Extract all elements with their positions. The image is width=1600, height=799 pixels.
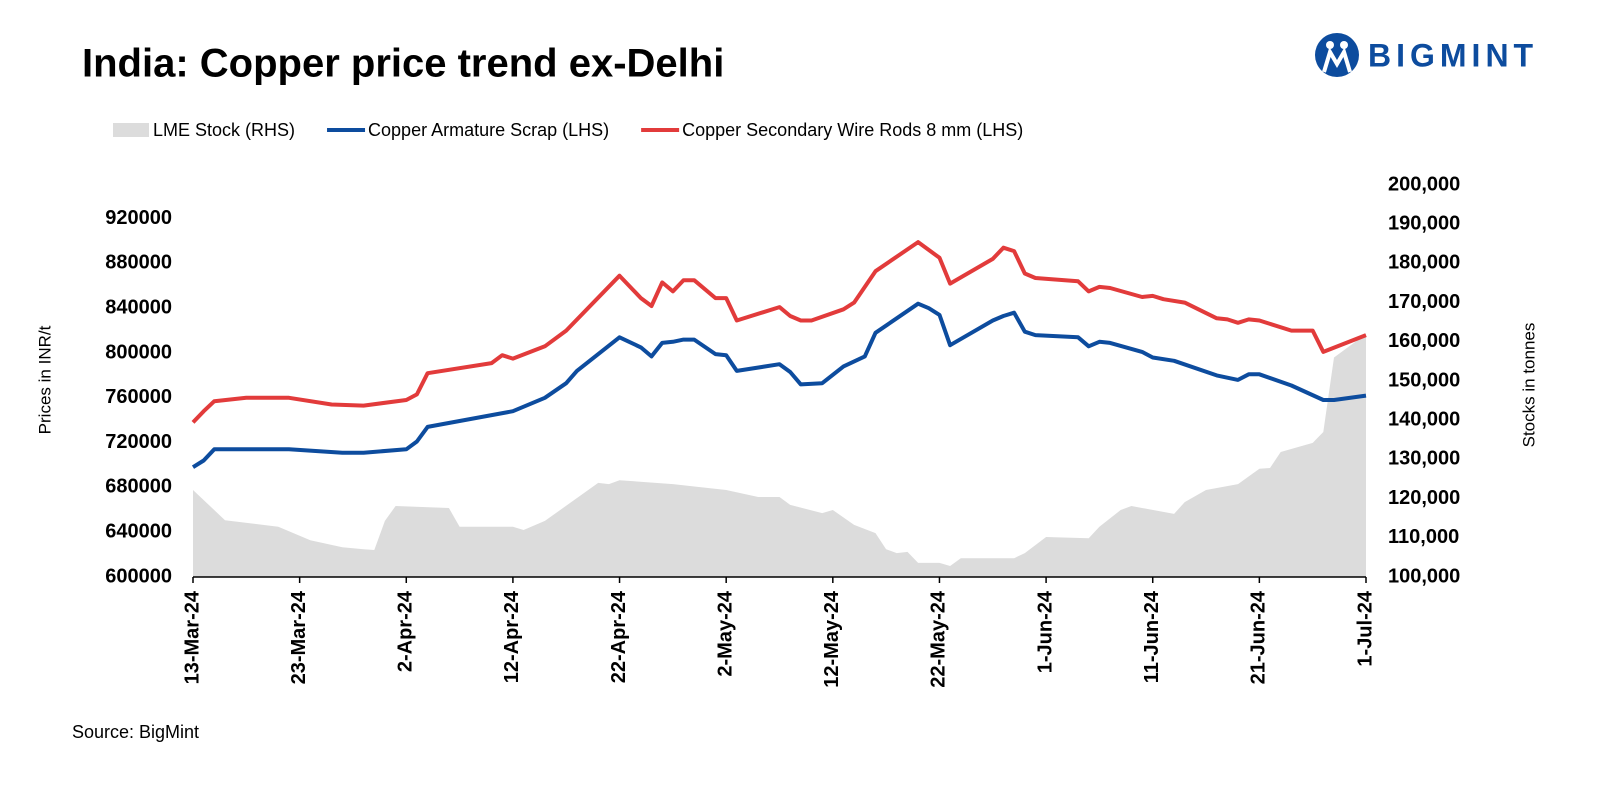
x-tick-label: 12-May-24 [821,590,843,688]
x-tick-label: 12-Apr-24 [501,590,523,683]
y2-tick-label: 130,000 [1388,448,1460,470]
x-tick-label: 2-Apr-24 [395,590,417,672]
y2-tick-label: 200,000 [1388,173,1460,195]
y-tick-label: 640000 [105,520,172,542]
y-tick-label: 880000 [105,252,172,274]
y-tick-label: 920000 [105,207,172,229]
y-tick-label: 800000 [105,341,172,363]
y2-tick-label: 190,000 [1388,212,1460,234]
y2-tick-label: 120,000 [1388,487,1460,509]
logo-icon-dot [1340,41,1348,49]
y2-tick-label: 110,000 [1388,526,1459,548]
logo-icon [1315,33,1359,77]
y2-tick-label: 180,000 [1388,252,1460,274]
x-tick-label: 22-May-24 [928,590,950,688]
y-tick-label: 600000 [105,565,172,587]
chart-title: India: Copper price trend ex-Delhi [82,42,724,86]
y-tick-label: 760000 [105,386,172,408]
logo-icon-mark [1322,47,1352,73]
legend: LME Stock (RHS) Copper Armature Scrap (LH… [113,120,1023,140]
x-tick-label: 22-Apr-24 [608,590,630,683]
logo-text: BIGMINT [1368,37,1538,73]
area [193,334,1366,577]
x-tick-label: 1-Jul-24 [1354,590,1376,666]
source-note: Source: BigMint [72,722,199,742]
logo: BIGMINT [1315,33,1538,77]
y2-axis-title: Stocks in tonnes [1519,323,1538,448]
legend-label: LME Stock (RHS) [153,120,295,140]
x-tick-label: 2-May-24 [714,590,736,676]
legend-swatch [113,123,149,137]
legend-label: Copper Secondary Wire Rods 8 mm (LHS) [682,120,1023,140]
y2-tick-label: 150,000 [1388,369,1460,391]
y2-tick-label: 170,000 [1388,291,1460,313]
y2-tick-label: 160,000 [1388,330,1460,352]
y-axis-title: Prices in INR/t [35,325,54,434]
y2-tick-label: 100,000 [1388,565,1460,587]
x-tick-label: 13-Mar-24 [181,590,203,684]
x-tick-label: 1-Jun-24 [1034,590,1056,673]
y-tick-label: 720000 [105,431,172,453]
x-tick-label: 21-Jun-24 [1248,590,1270,684]
line [191,301,1367,469]
y-tick-label: 680000 [105,476,172,498]
y-tick-label: 840000 [105,296,172,318]
y2-tick-label: 140,000 [1388,408,1460,430]
x-tick-label: 11-Jun-24 [1141,590,1163,683]
legend-label: Copper Armature Scrap (LHS) [368,120,609,140]
line [191,240,1367,424]
x-tick-label: 23-Mar-24 [288,590,310,684]
logo-icon-dot [1326,41,1334,49]
